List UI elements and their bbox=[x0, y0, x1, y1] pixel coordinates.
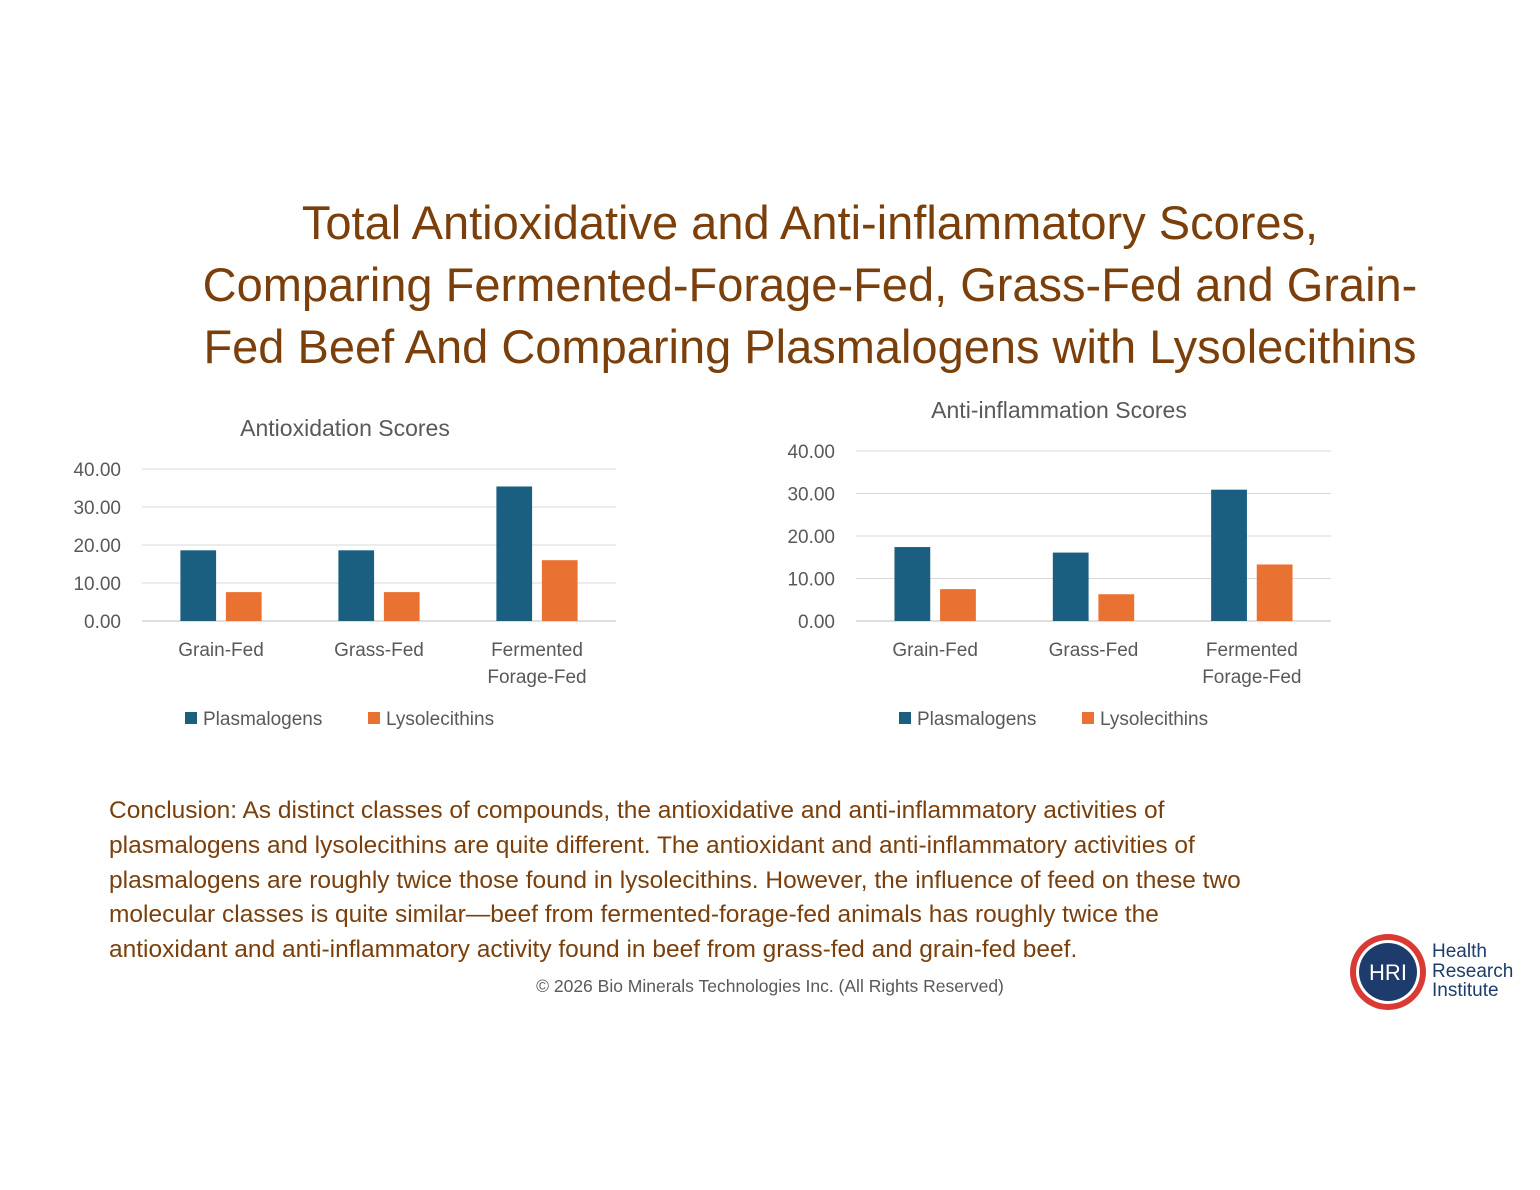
y-tick-label: 10.00 bbox=[73, 574, 121, 595]
logo-line-1: Health bbox=[1432, 941, 1487, 962]
y-tick-label: 20.00 bbox=[73, 536, 121, 557]
title-line-1: Total Antioxidative and Anti-inflammator… bbox=[301, 196, 1319, 249]
bar-lysolecithins-1 bbox=[383, 592, 420, 621]
logo-line-2: Research bbox=[1432, 960, 1514, 982]
x-category-label: Forage-Fed bbox=[487, 667, 586, 688]
x-category-label: Grain-Fed bbox=[178, 640, 264, 661]
x-category-label: Grain-Fed bbox=[892, 640, 978, 661]
logo-wordmark: Health Research Institute bbox=[1432, 942, 1513, 1001]
conclusion-line-3: plasmalogens are roughly twice those fou… bbox=[109, 866, 1241, 894]
chart-title: Anti-inflammation Scores bbox=[931, 397, 1187, 423]
y-tick-label: 30.00 bbox=[787, 485, 835, 506]
bar-plasmalogens-2 bbox=[496, 486, 533, 621]
bar-lysolecithins-0 bbox=[940, 589, 976, 621]
y-tick-label: 20.00 bbox=[787, 527, 835, 548]
copyright-notice: © 2026 Bio Minerals Technologies Inc. (A… bbox=[536, 976, 1004, 996]
logo-line-3: Institute bbox=[1432, 980, 1499, 1001]
y-tick-label: 10.00 bbox=[787, 570, 835, 591]
conclusion-line-1: Conclusion: As distinct classes of compo… bbox=[109, 797, 1165, 824]
bar-plasmalogens-0 bbox=[180, 550, 217, 621]
y-tick-label: 30.00 bbox=[73, 498, 121, 519]
bar-plasmalogens-1 bbox=[338, 550, 375, 621]
legend-entry: Lysolecithins bbox=[1100, 709, 1208, 730]
legend-swatch bbox=[899, 712, 911, 724]
y-tick-label: 40.00 bbox=[787, 442, 835, 463]
legend-swatch bbox=[1082, 712, 1094, 724]
bar-lysolecithins-2 bbox=[1256, 564, 1293, 621]
bar-lysolecithins-2 bbox=[541, 560, 578, 621]
bar-lysolecithins-1 bbox=[1098, 594, 1135, 621]
x-category-label: Fermented bbox=[491, 640, 583, 661]
x-category-label: Forage-Fed bbox=[1202, 667, 1301, 688]
bar-plasmalogens-0 bbox=[894, 547, 931, 621]
conclusion-line-5: antioxidant and anti-inflammatory activi… bbox=[109, 936, 1078, 964]
y-tick-label: 40.00 bbox=[73, 460, 121, 481]
legend-swatch bbox=[368, 712, 380, 724]
conclusion-text: Conclusion: As distinct classes of compo… bbox=[109, 794, 1429, 968]
bar-lysolecithins-0 bbox=[225, 592, 262, 621]
legend-entry: Plasmalogens bbox=[917, 709, 1036, 730]
x-category-label: Grass-Fed bbox=[334, 640, 424, 661]
x-category-label: Fermented bbox=[1206, 640, 1298, 661]
title-line-2: Comparing Fermented-Forage-Fed, Grass-Fe… bbox=[202, 258, 1418, 311]
y-tick-label: 0.00 bbox=[798, 612, 835, 633]
hri-badge-icon: HRI bbox=[1350, 934, 1426, 1010]
title-line-3: Fed Beef And Comparing Plasmalogens with… bbox=[203, 320, 1417, 373]
bar-plasmalogens-2 bbox=[1211, 489, 1247, 621]
y-tick-label: 0.00 bbox=[84, 612, 121, 633]
hri-logo: HRI Health Research Institute bbox=[1348, 932, 1528, 1012]
chart-title: Antioxidation Scores bbox=[240, 415, 450, 441]
conclusion-line-4: molecular classes is quite similar—beef … bbox=[109, 901, 1159, 929]
legend-entry: Lysolecithins bbox=[386, 709, 494, 730]
bar-plasmalogens-1 bbox=[1052, 552, 1089, 621]
legend-swatch bbox=[185, 712, 197, 724]
logo-badge-text: HRI bbox=[1369, 960, 1407, 985]
legend-entry: Plasmalogens bbox=[203, 709, 322, 730]
conclusion-line-2: plasmalogens and lysolecithins are quite… bbox=[109, 831, 1195, 859]
x-category-label: Grass-Fed bbox=[1049, 640, 1139, 661]
page-title: Total Antioxidative and Anti-inflammator… bbox=[120, 192, 1500, 378]
